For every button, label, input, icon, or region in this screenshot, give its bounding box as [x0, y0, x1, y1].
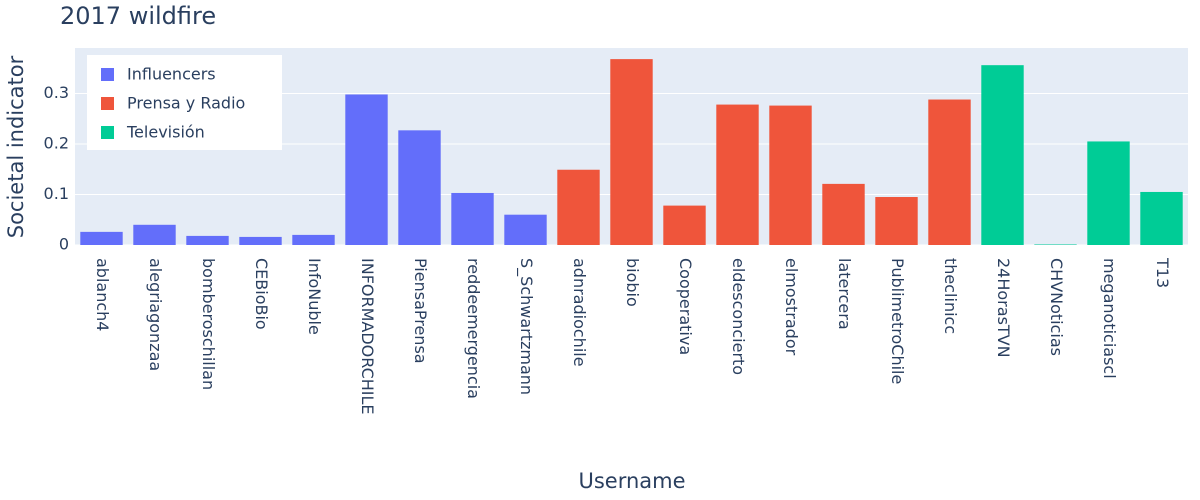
bar — [875, 197, 918, 245]
x-tick-label: eldesconcierto — [729, 258, 748, 375]
x-tick-label: PublimetroChile — [888, 258, 907, 384]
x-tick-label: meganoticiascl — [1100, 258, 1119, 379]
x-tick-label: CHVNoticias — [1047, 258, 1066, 356]
bar — [928, 99, 971, 246]
legend-box — [87, 55, 282, 150]
bar — [504, 214, 547, 245]
y-tick-label: 0.1 — [44, 184, 69, 203]
bar — [345, 94, 388, 245]
bar — [239, 236, 282, 245]
bar — [1140, 191, 1183, 245]
x-tick-label: InfoNuble — [305, 258, 324, 335]
y-axis-title: Societal indicator — [4, 55, 28, 238]
x-tick-label: S_Schwartzmann — [516, 258, 536, 395]
x-tick-label: adnradiochile — [570, 258, 589, 367]
x-tick-label: theclinicc — [941, 258, 960, 334]
bar — [398, 130, 441, 245]
x-tick-label: 24HorasTVN — [994, 258, 1013, 358]
x-tick-label: T13 — [1153, 257, 1172, 288]
legend-swatch — [101, 97, 114, 110]
x-axis-title: Username — [578, 469, 685, 493]
bar — [1034, 244, 1077, 245]
legend-swatch — [101, 126, 114, 139]
y-tick-label: 0.2 — [44, 133, 69, 152]
bar — [822, 183, 865, 245]
bar — [292, 234, 335, 245]
bar — [557, 169, 600, 245]
bar — [133, 224, 176, 245]
x-tick-label: bomberoschillan — [199, 258, 218, 390]
bar — [663, 205, 706, 245]
bar — [186, 235, 229, 245]
y-tick-label: 0.3 — [44, 83, 69, 102]
x-tick-label: biobio — [623, 258, 642, 307]
x-tick-label: alegriagonzaa — [146, 258, 165, 371]
y-tick-label: 0 — [59, 235, 69, 254]
x-tick-label: reddeemergencia — [464, 258, 483, 399]
x-tick-label: PiensaPrensa — [411, 258, 430, 364]
legend-swatch — [101, 68, 114, 81]
x-tick-label: latercera — [835, 258, 854, 330]
bar — [80, 231, 123, 245]
legend-label: Influencers — [127, 65, 216, 84]
x-tick-label: elmostrador — [782, 258, 801, 356]
legend-label: Televisión — [126, 123, 205, 142]
bar — [716, 104, 759, 245]
bar — [610, 59, 653, 245]
x-tick-label: INFORMADORCHILE — [358, 258, 377, 415]
bar — [1087, 141, 1130, 245]
x-tick-label: ablanch4 — [93, 258, 112, 331]
bar — [769, 105, 812, 245]
bar — [451, 192, 494, 245]
x-tick-label: Cooperativa — [676, 258, 695, 355]
chart-title: 2017 wildfire — [60, 2, 216, 30]
legend-label: Prensa y Radio — [127, 94, 245, 113]
x-tick-label: CEBioBio — [252, 258, 271, 330]
bar — [981, 65, 1024, 245]
